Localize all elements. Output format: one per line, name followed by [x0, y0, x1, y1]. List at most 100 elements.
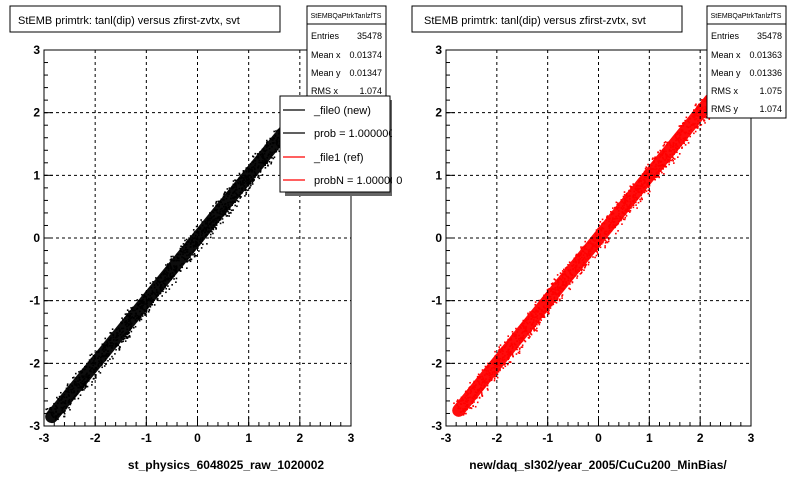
- scatter-point: [557, 288, 560, 290]
- scatter-point: [216, 216, 219, 219]
- scatter-point: [93, 355, 96, 358]
- scatter-point: [600, 239, 602, 241]
- scatter-point: [594, 249, 597, 251]
- scatter-point: [638, 185, 640, 187]
- scatter-point: [654, 178, 656, 181]
- scatter-point: [254, 172, 257, 175]
- scatter-point: [493, 377, 496, 380]
- scatter-point: [82, 383, 85, 385]
- scatter-point: [102, 355, 104, 358]
- scatter-point: [467, 392, 470, 395]
- scatter-point: [56, 402, 59, 405]
- scatter-point: [582, 264, 584, 266]
- scatter-point: [668, 148, 671, 151]
- scatter-point: [205, 222, 207, 225]
- scatter-point: [704, 113, 707, 115]
- scatter-point: [269, 137, 272, 140]
- scatter-point: [511, 330, 514, 333]
- right-stat-label: RMS x: [711, 86, 739, 96]
- scatter-point: [84, 365, 86, 368]
- scatter-point: [88, 366, 91, 368]
- scatter-point: [633, 202, 635, 204]
- scatter-point: [591, 247, 594, 250]
- scatter-point: [633, 200, 635, 203]
- scatter-point: [266, 157, 269, 159]
- scatter-point: [467, 388, 470, 391]
- scatter-point: [186, 249, 189, 251]
- scatter-point: [107, 350, 109, 352]
- scatter-point: [671, 145, 674, 148]
- scatter-point: [211, 211, 214, 213]
- scatter-point: [254, 173, 257, 176]
- scatter-point: [657, 164, 659, 167]
- scatter-point: [533, 311, 536, 314]
- scatter-point: [248, 169, 251, 172]
- scatter-point: [676, 147, 679, 150]
- scatter-point: [601, 227, 604, 229]
- scatter-point: [213, 208, 215, 211]
- scatter-point: [569, 271, 571, 274]
- scatter-point: [257, 166, 259, 169]
- scatter-point: [156, 298, 159, 300]
- scatter-point: [581, 246, 584, 249]
- scatter-point: [240, 176, 243, 178]
- scatter-point: [171, 272, 174, 274]
- scatter-point: [276, 129, 279, 132]
- scatter-point: [63, 411, 65, 414]
- scatter-point: [505, 351, 508, 353]
- scatter-point: [596, 241, 599, 244]
- scatter-point: [536, 317, 539, 320]
- scatter-point: [81, 380, 84, 382]
- scatter-point: [480, 387, 482, 390]
- scatter-point: [268, 147, 271, 150]
- scatter-point: [498, 346, 501, 348]
- scatter-point: [238, 172, 241, 175]
- scatter-point: [206, 226, 208, 229]
- scatter-point: [124, 335, 127, 338]
- scatter-point: [487, 389, 489, 391]
- scatter-point: [626, 200, 629, 203]
- scatter-point: [135, 308, 138, 310]
- scatter-point: [164, 279, 166, 281]
- scatter-point: [539, 317, 542, 320]
- scatter-point: [251, 178, 254, 181]
- scatter-point: [644, 170, 646, 173]
- scatter-point: [498, 350, 501, 353]
- scatter-point: [177, 257, 179, 260]
- scatter-point: [576, 271, 579, 274]
- scatter-point: [633, 190, 636, 193]
- scatter-point: [61, 402, 63, 405]
- scatter-point: [551, 287, 554, 290]
- scatter-point: [143, 312, 146, 315]
- scatter-point: [88, 359, 91, 361]
- scatter-point: [681, 122, 684, 125]
- scatter-point: [72, 376, 74, 379]
- scatter-point: [583, 245, 585, 248]
- scatter-point: [655, 168, 657, 171]
- scatter-point: [192, 233, 195, 236]
- scatter-point: [128, 316, 131, 319]
- scatter-point: [215, 202, 217, 204]
- scatter-point: [235, 188, 238, 191]
- scatter-point: [681, 129, 684, 131]
- scatter-point: [212, 232, 214, 235]
- scatter-point: [205, 230, 207, 232]
- scatter-point: [57, 415, 59, 417]
- scatter-point: [191, 239, 193, 241]
- scatter-point: [163, 270, 166, 273]
- y-tick-label: 1: [33, 168, 40, 182]
- scatter-point: [244, 195, 246, 197]
- scatter-point: [676, 131, 679, 134]
- scatter-point: [552, 293, 555, 295]
- scatter-point: [594, 256, 596, 259]
- scatter-point: [678, 147, 681, 149]
- scatter-point: [643, 172, 645, 174]
- scatter-point: [181, 245, 184, 248]
- scatter-point: [161, 280, 164, 283]
- scatter-point: [517, 346, 519, 349]
- scatter-point: [189, 238, 191, 241]
- scatter-point: [617, 215, 620, 217]
- scatter-point: [586, 255, 589, 258]
- scatter-point: [223, 192, 226, 195]
- scatter-point: [122, 338, 125, 341]
